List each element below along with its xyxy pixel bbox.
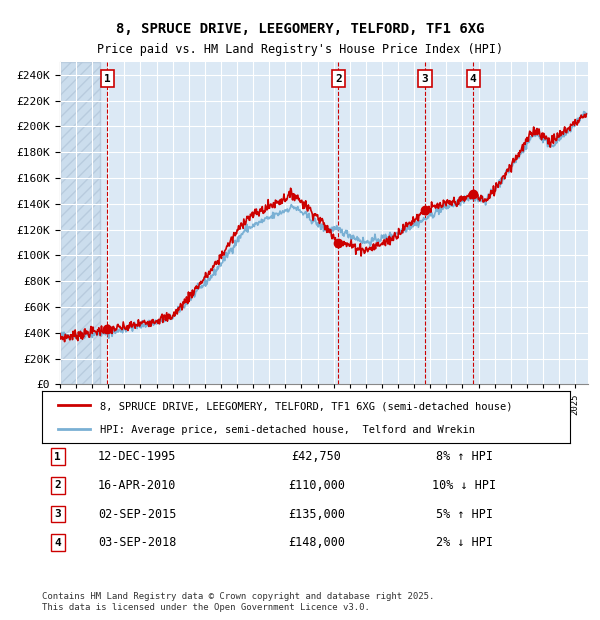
Text: 1: 1 xyxy=(55,452,61,462)
Text: £42,750: £42,750 xyxy=(292,450,341,463)
Text: 03-SEP-2018: 03-SEP-2018 xyxy=(98,536,176,549)
Text: 8% ↑ HPI: 8% ↑ HPI xyxy=(436,450,493,463)
Text: £148,000: £148,000 xyxy=(288,536,345,549)
Text: 5% ↑ HPI: 5% ↑ HPI xyxy=(436,508,493,521)
Text: 4: 4 xyxy=(55,538,61,547)
Text: 02-SEP-2015: 02-SEP-2015 xyxy=(98,508,176,521)
Text: 3: 3 xyxy=(422,74,428,84)
Text: 2: 2 xyxy=(335,74,342,84)
Text: 2: 2 xyxy=(55,480,61,490)
Text: Price paid vs. HM Land Registry's House Price Index (HPI): Price paid vs. HM Land Registry's House … xyxy=(97,43,503,56)
Text: £110,000: £110,000 xyxy=(288,479,345,492)
Text: 2% ↓ HPI: 2% ↓ HPI xyxy=(436,536,493,549)
Text: Contains HM Land Registry data © Crown copyright and database right 2025.
This d: Contains HM Land Registry data © Crown c… xyxy=(42,592,434,611)
Text: 3: 3 xyxy=(55,509,61,519)
Text: 8, SPRUCE DRIVE, LEEGOMERY, TELFORD, TF1 6XG (semi-detached house): 8, SPRUCE DRIVE, LEEGOMERY, TELFORD, TF1… xyxy=(100,401,512,412)
Text: HPI: Average price, semi-detached house,  Telford and Wrekin: HPI: Average price, semi-detached house,… xyxy=(100,425,475,435)
Text: 4: 4 xyxy=(470,74,476,84)
Text: 10% ↓ HPI: 10% ↓ HPI xyxy=(433,479,496,492)
Text: 16-APR-2010: 16-APR-2010 xyxy=(98,479,176,492)
Text: £135,000: £135,000 xyxy=(288,508,345,521)
Text: 12-DEC-1995: 12-DEC-1995 xyxy=(98,450,176,463)
Bar xyxy=(60,62,100,384)
Text: 1: 1 xyxy=(104,74,111,84)
Text: 8, SPRUCE DRIVE, LEEGOMERY, TELFORD, TF1 6XG: 8, SPRUCE DRIVE, LEEGOMERY, TELFORD, TF1… xyxy=(116,22,484,36)
